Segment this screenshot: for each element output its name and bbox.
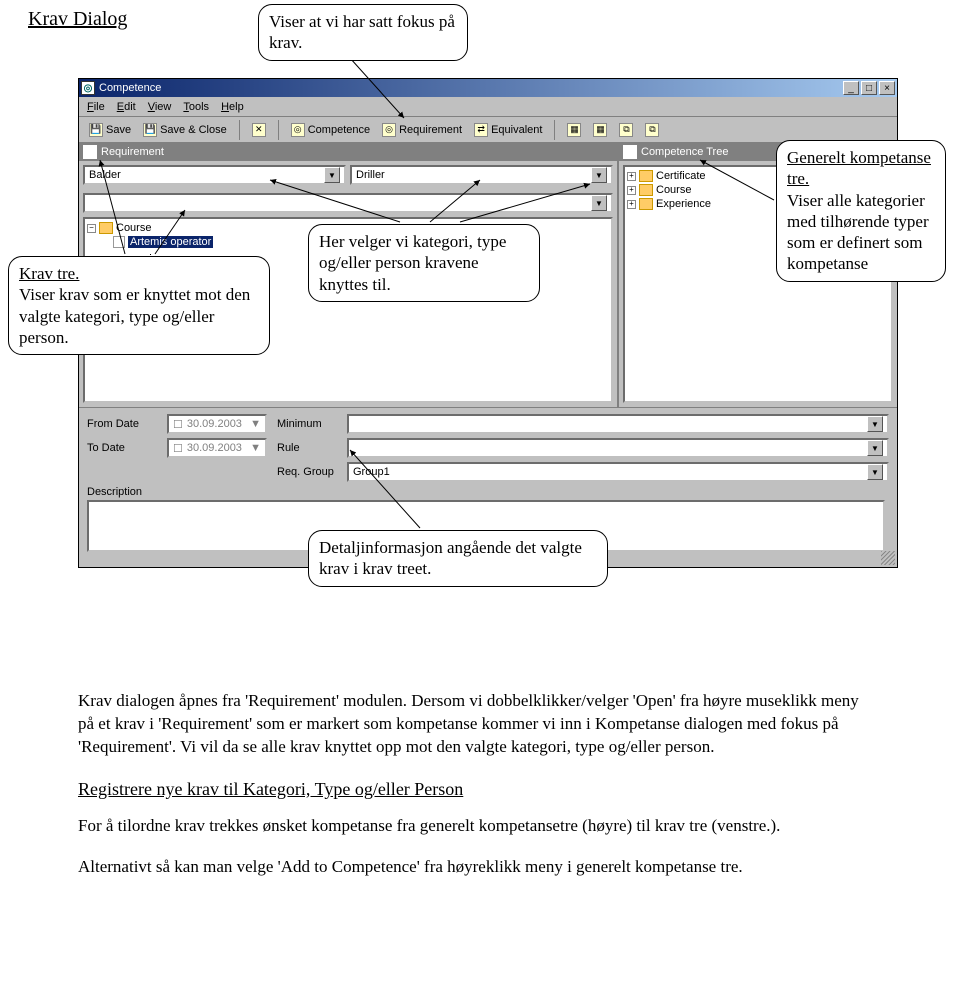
target-icon: ◎ xyxy=(382,123,396,137)
competence-button[interactable]: ◎Competence xyxy=(287,121,374,139)
x-icon: ✕ xyxy=(252,123,266,137)
expand-icon[interactable]: + xyxy=(627,186,636,195)
expand-icon[interactable]: + xyxy=(627,200,636,209)
close-button[interactable]: × xyxy=(879,81,895,95)
chevron-down-icon: ▼ xyxy=(867,464,883,480)
chevron-down-icon: ▼ xyxy=(250,442,261,454)
save-button[interactable]: 💾Save xyxy=(85,121,135,139)
window-titlebar: ◎ Competence _ □ × xyxy=(79,79,897,97)
equivalent-button[interactable]: ⇄Equivalent xyxy=(470,121,546,139)
grid-icon: ▦ xyxy=(593,123,607,137)
tool-icon-3[interactable]: ⧉ xyxy=(615,121,637,139)
menu-help[interactable]: Help xyxy=(221,101,244,113)
callout-top: Viser at vi har satt fokus på krav. xyxy=(258,4,468,61)
collapse-icon[interactable]: − xyxy=(87,224,96,233)
reqgroup-combo[interactable]: Group1▼ xyxy=(347,462,889,482)
callout-bottom: Detaljinformasjon angående det valgte kr… xyxy=(308,530,608,587)
minimum-combo[interactable]: ▼ xyxy=(347,414,889,434)
tool-icon-1[interactable]: ▦ xyxy=(563,121,585,139)
callout-right-title: Generelt kompetanse tre. xyxy=(787,148,931,188)
delete-button[interactable]: ✕ xyxy=(248,121,270,139)
paragraph-3: Alternativt så kan man velge 'Add to Com… xyxy=(78,856,878,879)
tree-label: Certificate xyxy=(656,170,706,182)
menubar: File Edit View Tools Help xyxy=(79,97,897,117)
folder-icon xyxy=(99,222,113,234)
from-date-label: From Date xyxy=(87,418,157,430)
callout-left: Krav tre. Viser krav som er knyttet mot … xyxy=(8,256,270,355)
subheading: Registrere nye krav til Kategori, Type o… xyxy=(78,777,878,801)
save-close-button[interactable]: 💾Save & Close xyxy=(139,121,231,139)
tree-selected-label: Artemis operator xyxy=(128,236,213,248)
tree-icon xyxy=(623,145,637,159)
rule-combo[interactable]: ▼ xyxy=(347,438,889,458)
target-icon: ◎ xyxy=(291,123,305,137)
type-combo[interactable]: Driller ▼ xyxy=(350,165,613,185)
expand-icon[interactable]: + xyxy=(627,172,636,181)
chevron-down-icon: ▼ xyxy=(324,167,340,183)
paragraph-2: For å tilordne krav trekkes ønsket kompe… xyxy=(78,815,878,838)
callout-left-title: Krav tre. xyxy=(19,264,79,283)
callout-right-body: Viser alle kategorier med tilhørende typ… xyxy=(787,191,929,274)
folder-icon xyxy=(639,198,653,210)
tree-label: Course xyxy=(656,184,691,196)
menu-file[interactable]: File xyxy=(87,101,105,113)
menu-view[interactable]: View xyxy=(148,101,172,113)
toolbar: 💾Save 💾Save & Close ✕ ◎Competence ◎Requi… xyxy=(79,117,897,143)
rule-label: Rule xyxy=(277,442,337,454)
requirement-button[interactable]: ◎Requirement xyxy=(378,121,466,139)
tree-label: Experience xyxy=(656,198,711,210)
callout-right: Generelt kompetanse tre. Viser alle kate… xyxy=(776,140,946,282)
callout-left-body: Viser krav som er knyttet mot den valgte… xyxy=(19,285,250,347)
type-value: Driller xyxy=(356,169,385,181)
tool-icon-4[interactable]: ⧉ xyxy=(641,121,663,139)
menu-tools[interactable]: Tools xyxy=(183,101,209,113)
minimum-label: Minimum xyxy=(277,418,337,430)
callout-mid: Her velger vi kategori, type og/eller pe… xyxy=(308,224,540,302)
copy-icon: ⧉ xyxy=(619,123,633,137)
resize-grip[interactable] xyxy=(881,551,895,565)
chevron-down-icon: ▼ xyxy=(591,167,607,183)
tool-icon-2[interactable]: ▦ xyxy=(589,121,611,139)
grid-icon: ▦ xyxy=(567,123,581,137)
chevron-down-icon: ▼ xyxy=(250,418,261,430)
paragraph-1: Krav dialogen åpnes fra 'Requirement' mo… xyxy=(78,690,878,759)
reqgroup-label: Req. Group xyxy=(277,466,337,478)
maximize-button[interactable]: □ xyxy=(861,81,877,95)
copy-icon: ⧉ xyxy=(645,123,659,137)
disk-icon: 💾 xyxy=(89,123,103,137)
chevron-down-icon: ▼ xyxy=(867,416,883,432)
category-value: Balder xyxy=(89,169,121,181)
window-title: Competence xyxy=(99,82,161,94)
person-combo[interactable]: ▼ xyxy=(83,193,613,213)
disk-icon: 💾 xyxy=(143,123,157,137)
from-date-field[interactable]: ☐ 30.09.2003 ▼ xyxy=(167,414,267,434)
tree-label: Course xyxy=(116,222,151,234)
link-icon: ⇄ xyxy=(474,123,488,137)
menu-edit[interactable]: Edit xyxy=(117,101,136,113)
requirement-pane-header: Requirement xyxy=(79,143,617,161)
minimize-button[interactable]: _ xyxy=(843,81,859,95)
page-title: Krav Dialog xyxy=(28,8,127,31)
list-icon xyxy=(83,145,97,159)
category-combo[interactable]: Balder ▼ xyxy=(83,165,346,185)
chevron-down-icon: ▼ xyxy=(867,440,883,456)
to-date-field[interactable]: ☐ 30.09.2003 ▼ xyxy=(167,438,267,458)
folder-icon xyxy=(639,170,653,182)
body-text: Krav dialogen åpnes fra 'Requirement' mo… xyxy=(78,690,878,897)
folder-icon xyxy=(639,184,653,196)
description-label: Description xyxy=(87,486,142,498)
to-date-label: To Date xyxy=(87,442,157,454)
window-icon: ◎ xyxy=(81,81,95,95)
chevron-down-icon: ▼ xyxy=(591,195,607,211)
target-icon xyxy=(113,236,125,248)
